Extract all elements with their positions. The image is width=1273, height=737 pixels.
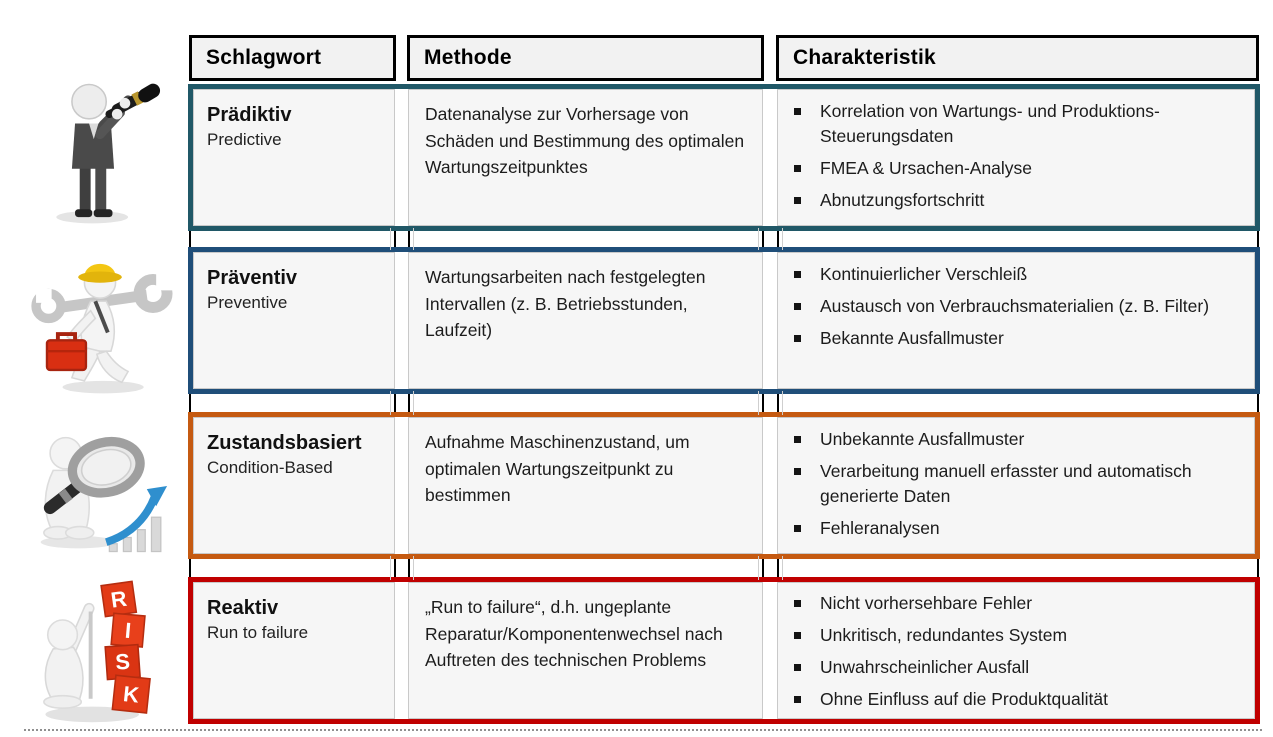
characteristic-item: Unwahrscheinlicher Ausfall (790, 655, 1244, 680)
row-condition-based: Zustandsbasiert Condition-Based Aufnahme… (188, 412, 1260, 559)
magnifier-growth-chart-figure-icon (40, 436, 168, 553)
method-cell: Datenanalyse zur Vorhersage von Schäden … (408, 89, 763, 226)
preventive-row-illustration (22, 242, 178, 398)
characteristic-item: Unbekannte Ausfallmuster (790, 427, 1244, 452)
column-border-stub (189, 231, 191, 247)
characteristics-cell: Korrelation von Wartungs- und Produktion… (777, 89, 1255, 226)
cell-border-stub (782, 391, 783, 415)
keyword-subtitle: Predictive (207, 130, 282, 149)
column-border-stub (1257, 394, 1259, 412)
characteristic-item: Kontinuierlicher Verschleiß (790, 262, 1244, 287)
method-cell: „Run to failure“, d.h. ungeplante Repara… (408, 582, 763, 719)
risk-letter-r: R (109, 586, 128, 613)
column-border-stub (394, 394, 396, 412)
row-reactive: Reaktiv Run to failure „Run to failure“,… (188, 577, 1260, 724)
column-border-stub (762, 394, 764, 412)
characteristic-item: Fehleranalysen (790, 516, 1244, 541)
characteristic-item: Nicht vorhersehbare Fehler (790, 591, 1244, 616)
risk-blocks-figure-icon: R I S K (43, 580, 151, 723)
cell-border-stub (758, 391, 759, 415)
cell-border-stub (758, 556, 759, 580)
cell-border-stub (390, 228, 391, 250)
header-methode: Methode (407, 35, 764, 81)
column-border-stub (394, 231, 396, 247)
keyword-cell: Prädiktiv Predictive (193, 89, 395, 226)
column-border-stub (1257, 231, 1259, 247)
cell-border-stub (782, 556, 783, 580)
cell-border-stub (390, 391, 391, 415)
method-text: Datenanalyse zur Vorhersage von Schäden … (425, 104, 745, 178)
method-text: Wartungsarbeiten nach festgelegten Inter… (425, 267, 706, 341)
reactive-row-illustration: R I S K (22, 574, 178, 730)
cell-border-stub (413, 391, 414, 415)
method-cell: Aufnahme Maschinenzustand, um optimalen … (408, 417, 763, 554)
method-text: „Run to failure“, d.h. ungeplante Repara… (425, 597, 723, 671)
column-border-stub (408, 231, 410, 247)
risk-letter-k: K (122, 681, 141, 708)
bottom-dotted-divider (24, 729, 1262, 731)
cell-border-stub (758, 228, 759, 250)
keyword-subtitle: Preventive (207, 293, 288, 312)
column-border-stub (394, 559, 396, 577)
keyword-cell: Präventiv Preventive (193, 252, 395, 389)
method-text: Aufnahme Maschinenzustand, um optimalen … (425, 432, 690, 506)
mechanic-wrench-toolbox-figure-icon (31, 263, 175, 394)
method-cell: Wartungsarbeiten nach festgelegten Inter… (408, 252, 763, 389)
characteristics-cell: Kontinuierlicher Verschleiß Austausch vo… (777, 252, 1255, 389)
keyword-label: Zustandsbasiert (207, 432, 362, 454)
header-methode-label: Methode (424, 46, 512, 69)
characteristics-cell: Nicht vorhersehbare Fehler Unkritisch, r… (777, 582, 1255, 719)
header-charakteristik-label: Charakteristik (793, 46, 936, 69)
row-predictive: Prädiktiv Predictive Datenanalyse zur Vo… (188, 84, 1260, 231)
characteristic-item: Unkritisch, redundantes System (790, 623, 1244, 648)
column-border-stub (408, 559, 410, 577)
column-border-stub (408, 394, 410, 412)
keyword-cell: Zustandsbasiert Condition-Based (193, 417, 395, 554)
characteristic-item: Bekannte Ausfallmuster (790, 326, 1244, 351)
predictive-row-illustration (22, 72, 178, 228)
column-border-stub (762, 559, 764, 577)
cell-border-stub (782, 228, 783, 250)
column-border-stub (762, 231, 764, 247)
header-charakteristik: Charakteristik (776, 35, 1259, 81)
risk-letter-i: I (124, 618, 132, 643)
keyword-subtitle: Condition-Based (207, 458, 333, 477)
keyword-label: Präventiv (207, 267, 298, 289)
condition-based-row-illustration (22, 408, 178, 564)
column-border-stub (777, 559, 779, 577)
keyword-cell: Reaktiv Run to failure (193, 582, 395, 719)
cell-border-stub (413, 556, 414, 580)
row-preventive: Präventiv Preventive Wartungsarbeiten na… (188, 247, 1260, 394)
cell-border-stub (390, 556, 391, 580)
characteristic-item: Ohne Einfluss auf die Produktqualität (790, 687, 1244, 712)
characteristic-item: Abnutzungsfortschritt (790, 188, 1244, 213)
characteristics-cell: Unbekannte Ausfallmuster Verarbeitung ma… (777, 417, 1255, 554)
characteristic-item: FMEA & Ursachen-Analyse (790, 156, 1244, 181)
businessman-telescope-figure-icon (56, 83, 161, 224)
column-border-stub (1257, 559, 1259, 577)
characteristic-item: Korrelation von Wartungs- und Produktion… (790, 99, 1244, 149)
column-border-stub (189, 559, 191, 577)
column-border-stub (777, 231, 779, 247)
column-border-stub (189, 394, 191, 412)
column-border-stub (777, 394, 779, 412)
characteristic-item: Verarbeitung manuell erfasster und autom… (790, 459, 1244, 509)
keyword-label: Prädiktiv (207, 104, 292, 126)
characteristic-item: Austausch von Verbrauchsmaterialien (z. … (790, 294, 1244, 319)
header-schlagwort-label: Schlagwort (206, 46, 322, 69)
cell-border-stub (413, 228, 414, 250)
risk-letter-s: S (115, 649, 131, 675)
keyword-label: Reaktiv (207, 597, 279, 619)
keyword-subtitle: Run to failure (207, 623, 309, 642)
header-schlagwort: Schlagwort (189, 35, 396, 81)
